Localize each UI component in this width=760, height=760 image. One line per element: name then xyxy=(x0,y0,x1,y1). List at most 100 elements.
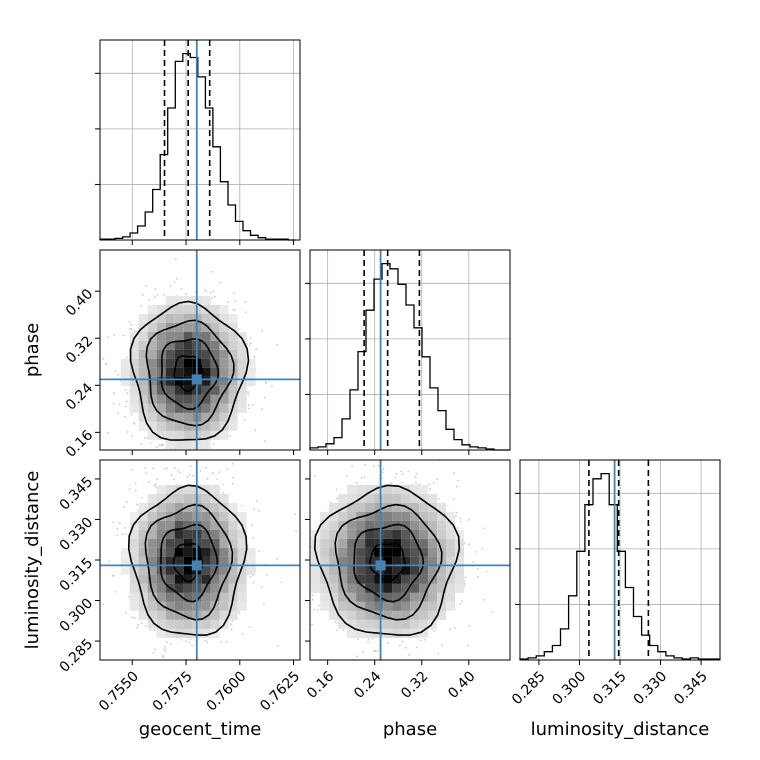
density-cell xyxy=(183,358,193,368)
scatter-point xyxy=(160,444,162,447)
scatter-point xyxy=(248,404,250,407)
density-cell xyxy=(329,529,339,539)
scatter-point xyxy=(252,581,255,584)
density-cell xyxy=(147,304,157,314)
density-cell xyxy=(201,367,211,377)
truth-marker xyxy=(191,560,202,571)
scatter-point xyxy=(276,344,279,346)
scatter-point xyxy=(129,328,131,330)
density-cell xyxy=(410,610,420,620)
density-cell xyxy=(174,340,184,350)
density-cell xyxy=(401,610,411,620)
density-cell xyxy=(174,547,184,557)
density-cell xyxy=(347,574,357,584)
scatter-point xyxy=(112,575,115,577)
density-cell xyxy=(147,358,157,368)
scatter-point xyxy=(275,558,278,560)
density-cell xyxy=(183,340,193,350)
density-cell xyxy=(374,547,384,557)
scatter-point xyxy=(210,291,212,294)
density-cell xyxy=(147,511,157,521)
scatter-point xyxy=(162,293,165,296)
scatter-point xyxy=(142,293,145,296)
density-cell xyxy=(246,565,256,575)
density-cell xyxy=(147,619,157,629)
scatter-point xyxy=(263,396,266,399)
density-cell xyxy=(365,520,375,530)
scatter-point xyxy=(250,336,252,339)
scatter-point xyxy=(154,288,157,290)
scatter-point xyxy=(158,451,160,453)
density-cell xyxy=(338,493,348,503)
joint-panel-geocent_time-phase xyxy=(95,249,301,455)
density-cell xyxy=(120,358,130,368)
scatter-point xyxy=(130,469,133,471)
density-cell xyxy=(338,538,348,548)
density-cell xyxy=(156,574,166,584)
scatter-point xyxy=(302,521,304,523)
scatter-point xyxy=(211,472,214,475)
density-cell xyxy=(410,592,420,602)
density-cell xyxy=(365,619,375,629)
density-cell xyxy=(174,385,184,395)
contour-level-3 xyxy=(145,319,235,427)
scatter-point xyxy=(295,530,297,533)
density-cell xyxy=(383,592,393,602)
density-cell xyxy=(338,610,348,620)
density-cell xyxy=(183,376,193,386)
density-cell xyxy=(165,628,175,638)
scatter-point xyxy=(133,617,136,619)
density-cell xyxy=(138,601,148,611)
scatter-point xyxy=(222,491,225,494)
density-cell xyxy=(347,529,357,539)
scatter-point xyxy=(154,296,156,299)
x-tick-label: 0.345 xyxy=(671,668,711,708)
scatter-point xyxy=(229,435,232,437)
density-cell xyxy=(437,610,447,620)
density-cell xyxy=(338,601,348,611)
density-cell xyxy=(147,493,157,503)
density-cell xyxy=(165,556,175,566)
density-cell xyxy=(201,547,211,557)
scatter-point xyxy=(145,472,148,475)
density-cell xyxy=(374,592,384,602)
density-cell xyxy=(228,565,238,575)
x-tick-label: 0.32 xyxy=(398,668,431,701)
scatter-point xyxy=(466,644,469,647)
density-cell xyxy=(219,511,229,521)
scatter-point xyxy=(188,473,191,476)
density-cell xyxy=(183,304,193,314)
scatter-point xyxy=(307,528,309,530)
density-cell xyxy=(228,502,238,512)
scatter-point xyxy=(248,344,251,347)
density-cell xyxy=(201,610,211,620)
density-cell xyxy=(383,493,393,503)
scatter-point xyxy=(429,487,431,490)
scatter-point xyxy=(212,291,215,293)
scatter-point xyxy=(219,675,221,677)
scatter-point xyxy=(461,600,464,602)
density-cell xyxy=(320,520,330,530)
scatter-point xyxy=(105,363,107,366)
scatter-point xyxy=(226,468,229,471)
density-cell xyxy=(410,556,420,566)
density-cell xyxy=(165,412,175,422)
scatter-point xyxy=(282,547,284,549)
scatter-point xyxy=(144,624,147,627)
scatter-point xyxy=(455,511,458,514)
density-cell xyxy=(446,529,456,539)
scatter-point xyxy=(414,476,417,479)
scatter-point xyxy=(272,616,274,618)
scatter-point xyxy=(205,290,208,293)
density-cell xyxy=(156,313,166,323)
density-cell xyxy=(201,601,211,611)
density-cell xyxy=(210,313,220,323)
density-cell xyxy=(365,610,375,620)
density-cell xyxy=(201,349,211,359)
scatter-point xyxy=(261,329,264,332)
scatter-point xyxy=(117,374,120,376)
density-cell xyxy=(237,547,247,557)
density-cell xyxy=(219,565,229,575)
density-cell xyxy=(129,331,139,341)
density-cell xyxy=(156,331,166,341)
